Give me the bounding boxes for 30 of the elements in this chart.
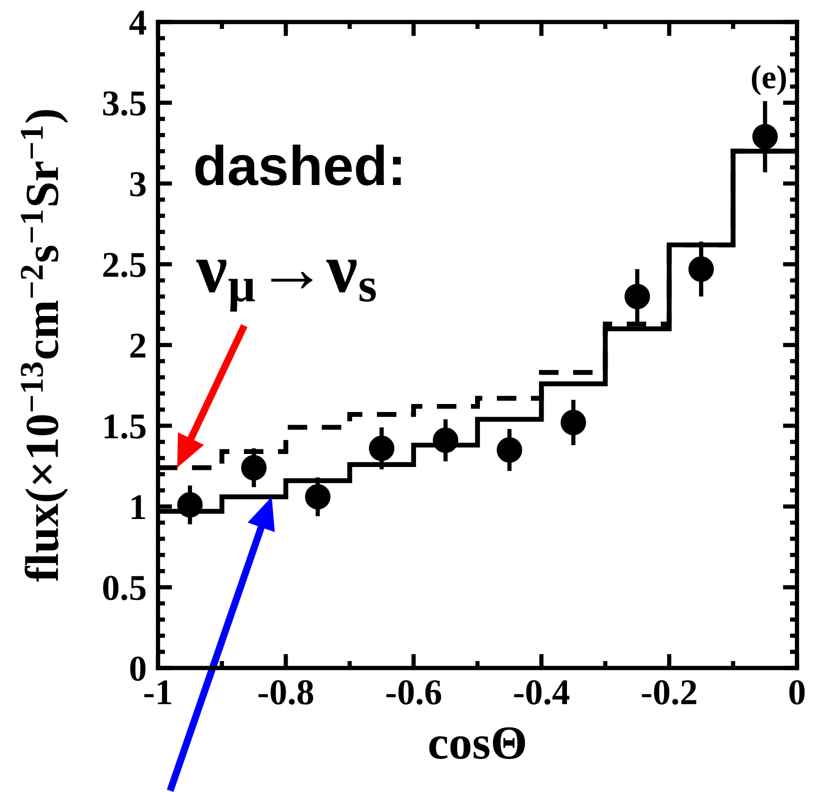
- x-axis-title: cosΘ: [429, 727, 526, 759]
- point: [368, 436, 394, 462]
- point: [305, 484, 330, 510]
- y-tick-label: 2: [130, 334, 146, 358]
- point: [496, 437, 522, 463]
- x-tick-label: -1: [144, 680, 172, 704]
- point: [688, 256, 714, 282]
- y-tick-label: 3.5: [103, 91, 146, 116]
- x-tick-label: -0.8: [258, 680, 314, 705]
- x-tick-label: -0.4: [514, 680, 570, 705]
- point: [624, 284, 650, 310]
- x-tick-label: 0: [789, 680, 805, 705]
- y-tick-label: 2.5: [103, 252, 146, 278]
- x-tick-label: -0.2: [642, 680, 696, 705]
- point: [177, 492, 203, 518]
- annotation: ν$_{μ}$→ν$_{s}$: [196, 260, 376, 312]
- text: flux(×10$^{−13}$cm$^{−2}$s$^{−1}$Sr$^{−1}$): [20, 110, 68, 582]
- point: [560, 410, 586, 436]
- annotation: dashed:: [195, 144, 401, 186]
- y-tick-label: 0.5: [103, 576, 146, 600]
- annotation: (e): [752, 65, 786, 96]
- point: [241, 455, 267, 480]
- y-tick-label: 3: [130, 172, 146, 196]
- y-tick-label: 0: [130, 656, 146, 681]
- x-tick-label: -0.6: [386, 680, 442, 705]
- point: [752, 124, 778, 150]
- point: [432, 428, 458, 454]
- y-tick-label: 4: [129, 10, 146, 35]
- y-tick-label: 1: [132, 495, 146, 520]
- y-tick-label: 1.5: [104, 414, 146, 439]
